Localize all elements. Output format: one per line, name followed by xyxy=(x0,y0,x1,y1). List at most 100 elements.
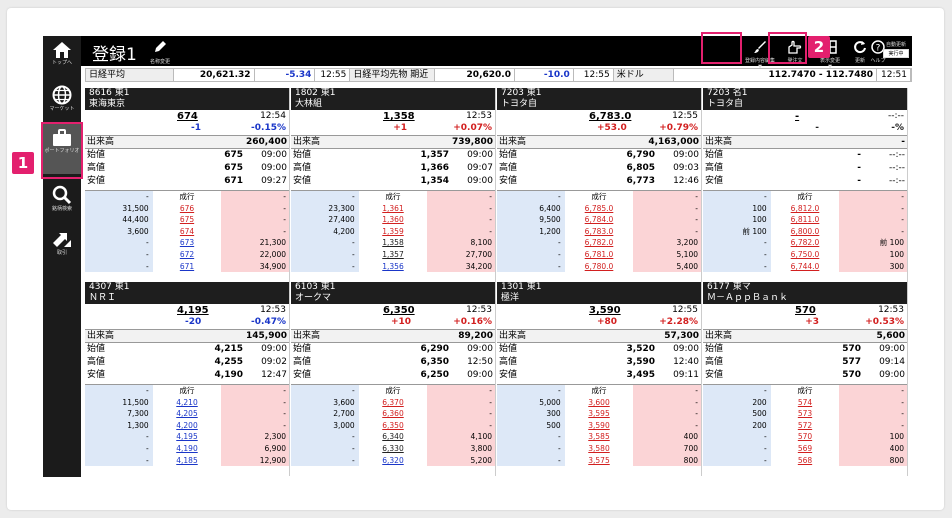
order-book: - 成行 -200 574-500 573-200 572- -570 100-569 400-… xyxy=(703,384,907,467)
book-price-link[interactable]: 1,357 xyxy=(382,249,404,259)
order-button[interactable]: 発注文 xyxy=(781,36,809,66)
book-price-link[interactable]: 573 xyxy=(797,409,813,419)
book-price-link[interactable]: 6,785.0 xyxy=(584,203,614,213)
book-price-link[interactable]: 3,590 xyxy=(588,420,610,430)
sidebar-item-portfolio[interactable]: ポートフォリオ xyxy=(43,124,81,174)
sidebar-item-top[interactable]: トップへ xyxy=(43,36,81,80)
current-price[interactable]: 3,590 xyxy=(589,305,621,316)
order-book: - 成行 -23,300 1,361-27,400 1,360-4,200 1,359- -… xyxy=(291,190,495,273)
order-book-row: 5,000 3,600 - xyxy=(497,396,701,409)
book-price-link[interactable]: 6,782.0 xyxy=(790,238,820,248)
book-price-link[interactable]: 6,330 xyxy=(382,443,404,453)
book-price-link[interactable]: 6,744.0 xyxy=(790,261,820,271)
highlight-portfolio xyxy=(41,122,83,179)
stock-panel[interactable]: 7203 名1 トヨタ自 - --:-- - -% 出来高 - 始値 - --:-- 高値 - --:--… xyxy=(703,88,908,282)
stock-header[interactable]: 6103 東1 オークマ xyxy=(291,282,495,304)
book-price-link[interactable]: 568 xyxy=(797,455,813,465)
stock-header[interactable]: 4307 東1 ＮＲＩ xyxy=(85,282,289,304)
book-price-link[interactable]: 574 xyxy=(797,397,813,407)
book-price-link[interactable]: 671 xyxy=(179,261,195,271)
book-price-link[interactable]: 4,190 xyxy=(176,443,198,453)
book-price-link[interactable]: 6,783.0 xyxy=(584,226,614,236)
book-price-link[interactable]: 6,784.0 xyxy=(584,215,614,225)
book-price-link[interactable]: 6,750.0 xyxy=(790,249,820,259)
edit-registration-button[interactable]: 登録内容編集 ▼ xyxy=(742,36,778,70)
stock-panel[interactable]: 8616 東1 東海東京 674 12:54 -1 -0.15% 出来高 260,400 始値 6… xyxy=(85,88,290,282)
high-value: 4,255 xyxy=(214,357,243,367)
stock-header[interactable]: 1301 東1 極洋 xyxy=(497,282,701,304)
stock-header[interactable]: 8616 東1 東海東京 xyxy=(85,88,289,110)
order-book-row: 11,500 4,210 - xyxy=(85,396,289,409)
book-price-link[interactable]: 3,585 xyxy=(588,432,610,442)
buy-qty: 12,900 xyxy=(221,454,289,467)
stock-panel[interactable]: 4307 東1 ＮＲＩ 4,195 12:53 -20 -0.47% 出来高 145,900 始… xyxy=(85,282,290,476)
high-label: 高値 xyxy=(705,163,724,173)
sidebar-item-trade[interactable]: 取引 xyxy=(43,226,81,270)
sell-qty: 1,300 xyxy=(85,419,153,432)
book-price-link[interactable]: 674 xyxy=(179,226,195,236)
book-price-link[interactable]: 675 xyxy=(179,215,195,225)
book-price-link[interactable]: 6,781.0 xyxy=(584,249,614,259)
book-price-link[interactable]: 6,800.0 xyxy=(790,226,820,236)
book-price-link[interactable]: 6,780.0 xyxy=(584,261,614,271)
sell-qty: 200 xyxy=(703,419,771,432)
book-price-link[interactable]: 6,782.0 xyxy=(584,238,614,248)
book-price-link[interactable]: 4,200 xyxy=(176,420,198,430)
edit-registration-label: 登録内容編集 xyxy=(744,58,775,64)
current-price[interactable]: 6,350 xyxy=(383,305,415,316)
sidebar-item-search[interactable]: 銘柄検索 xyxy=(43,180,81,224)
sidebar-item-market[interactable]: マーケット xyxy=(43,80,81,124)
book-price-link[interactable]: 1,358 xyxy=(382,238,404,248)
book-price-link[interactable]: 6,811.0 xyxy=(790,215,820,225)
book-price-link[interactable]: 4,185 xyxy=(176,455,198,465)
current-price[interactable]: 4,195 xyxy=(177,305,209,316)
book-price-link[interactable]: 673 xyxy=(179,238,195,248)
stock-header[interactable]: 7203 名1 トヨタ自 xyxy=(703,88,907,110)
current-price[interactable]: 674 xyxy=(177,111,198,122)
stock-panel[interactable]: 7203 東1 トヨタ自 6,783.0 12:55 +53.0 +0.79% 出来高 4,1… xyxy=(497,88,702,282)
stock-header[interactable]: 1802 東1 大林組 xyxy=(291,88,495,110)
book-price-link[interactable]: 676 xyxy=(179,203,195,213)
book-price-link[interactable]: 672 xyxy=(179,249,195,259)
current-price[interactable]: 6,783.0 xyxy=(589,111,632,122)
book-price-link[interactable]: 1,359 xyxy=(382,226,404,236)
book-price-link[interactable]: 6,340 xyxy=(382,432,404,442)
current-price[interactable]: 570 xyxy=(795,305,816,316)
help-button[interactable]: ? ヘルプ xyxy=(870,36,886,66)
book-price-link[interactable]: 1,360 xyxy=(382,215,404,225)
book-price-link[interactable]: 3,595 xyxy=(588,409,610,419)
book-price-link[interactable]: 6,360 xyxy=(382,409,404,419)
book-price-link[interactable]: 6,350 xyxy=(382,420,404,430)
stock-panel[interactable]: 1301 東1 極洋 3,590 12:55 +80 +2.28% 出来高 57,300 始値 3… xyxy=(497,282,702,476)
volume-label: 出来高 xyxy=(705,331,733,341)
book-price-link[interactable]: 1,356 xyxy=(382,261,404,271)
book-price-link[interactable]: 6,812.0 xyxy=(790,203,820,213)
book-price-link[interactable]: 3,580 xyxy=(588,443,610,453)
book-price-link[interactable]: 4,205 xyxy=(176,409,198,419)
stock-panel[interactable]: 6177 東マ Ｍ－ＡｐｐＢａｎｋ 570 12:53 +3 +0.53% 出来高 5,600… xyxy=(703,282,908,476)
order-book-row: 1,300 4,200 - xyxy=(85,419,289,432)
book-price-link[interactable]: 3,575 xyxy=(588,455,610,465)
refresh-button[interactable]: 更新 xyxy=(851,36,869,66)
book-price-link[interactable]: 6,320 xyxy=(382,455,404,465)
book-price-link[interactable]: 4,210 xyxy=(176,397,198,407)
hand-order-icon xyxy=(788,40,802,54)
stock-panel[interactable]: 1802 東1 大林組 1,358 12:53 +1 +0.07% 出来高 739,800 始値… xyxy=(291,88,496,282)
stock-header[interactable]: 6177 東マ Ｍ－ＡｐｐＢａｎｋ xyxy=(703,282,907,304)
book-price-link[interactable]: 4,195 xyxy=(176,432,198,442)
current-price[interactable]: - xyxy=(795,111,800,122)
high-row: 高値 1,366 09:07 xyxy=(291,162,495,175)
book-price-link[interactable]: 6,370 xyxy=(382,397,404,407)
current-price[interactable]: 1,358 xyxy=(383,111,415,122)
book-price-link[interactable]: 3,600 xyxy=(588,397,610,407)
stock-header[interactable]: 7203 東1 トヨタ自 xyxy=(497,88,701,110)
book-price-link[interactable]: 1,361 xyxy=(382,203,404,213)
book-price-link[interactable]: 570 xyxy=(797,432,813,442)
book-price-link[interactable]: 572 xyxy=(797,420,813,430)
high-row: 高値 6,350 12:50 xyxy=(291,356,495,369)
price-time: 12:55 xyxy=(672,111,698,121)
stock-panel[interactable]: 6103 東1 オークマ 6,350 12:53 +10 +0.16% 出来高 89,200 始… xyxy=(291,282,496,476)
book-price-link[interactable]: 569 xyxy=(797,443,813,453)
rename-button[interactable]: 名称変更 xyxy=(148,39,172,65)
auto-refresh-toggle[interactable]: 自動更新 実行中 xyxy=(883,41,909,58)
